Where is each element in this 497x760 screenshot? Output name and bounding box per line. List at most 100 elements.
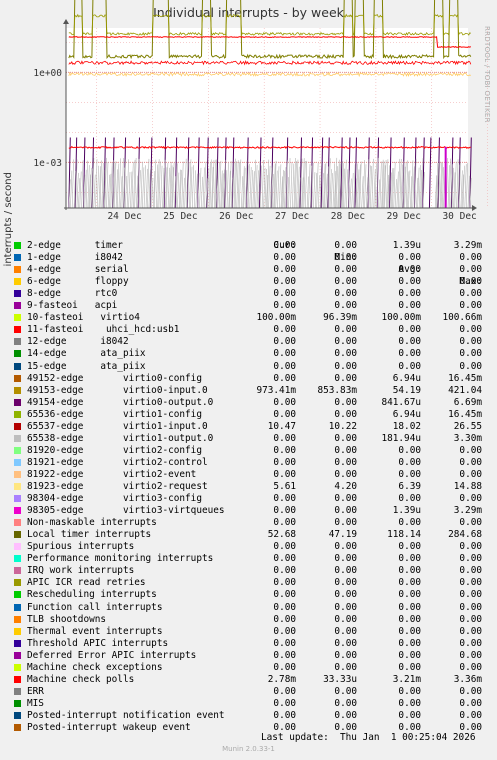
legend-max: 0.00 [459,649,482,661]
series-spike [232,162,235,209]
series-spike [179,169,182,209]
legend-max: 0.00 [459,252,482,264]
legend-min: 0.00 [334,697,357,709]
series-spike [392,168,395,209]
series-spike [107,174,110,209]
header-cur: Cur: [273,240,296,251]
series-spike [220,170,223,209]
series-spike [435,163,439,209]
series-spike [323,163,326,209]
series-spike [125,175,128,209]
legend-max: 0.00 [459,348,482,360]
legend-name: Machine check exceptions [27,661,163,673]
series-spike [148,169,151,209]
series-spike [282,170,285,209]
series-spike [358,164,361,209]
series-spike [234,161,237,209]
series-spike [258,161,261,209]
rrdtool-credit: RRDTOOL / TOBI OETIKER [483,26,491,123]
series-spike [143,165,146,209]
legend-avg: 0.00 [398,709,421,721]
series-spike [150,166,153,209]
series-spike [197,173,200,209]
legend-swatch [14,711,21,719]
legend-min: 0.00 [334,372,357,384]
legend-name: 65536-edge virtio1-config [27,408,202,420]
series-spike [316,162,319,209]
series-spike [84,169,87,209]
series-spike [359,161,362,209]
series-spike [271,165,274,209]
legend-swatch [14,519,21,527]
legend-name: Posted-interrupt wakeup event [27,722,191,733]
series-spike [464,164,467,209]
legend-max: 0.00 [459,697,482,709]
series-spike [223,159,226,209]
series-spike [319,161,322,209]
legend-swatch [14,278,21,286]
series-spike [230,177,233,209]
series-spike [378,179,381,209]
legend-cur: 0.00 [273,625,296,637]
series-spike [134,157,137,209]
legend-min: 0.00 [334,722,357,733]
series-spike [137,158,140,209]
series-spike [264,168,267,209]
series-spike [247,163,250,209]
series-spike [158,161,161,209]
legend-swatch [14,483,21,490]
legend-name: 4-edge serial [27,264,129,276]
legend-swatch [14,675,21,683]
legend-swatch [14,663,21,671]
legend-min: 0.00 [334,577,357,589]
series-spike [418,165,421,209]
series-spike [85,160,88,209]
legend-name: 65537-edge virtio1-input.0 [27,420,208,432]
series-spike [448,158,452,209]
x-tick-label: 28 Dec [331,211,365,222]
series-spike [165,167,168,209]
series-spike [170,165,173,209]
legend-name: Rescheduling interrupts [27,589,157,601]
legend-min: 0.00 [334,589,357,601]
legend-max: 16.45m [448,408,482,420]
legend-cur: 0.00 [273,396,296,408]
interrupts-chart: 1e+00 1e-03 24 Dec 25 Dec 26 Dec 27 Dec 28 Dec… [33,0,488,222]
legend-cur: 0.00 [273,589,296,601]
series-spike [362,159,365,209]
legend-min: 0.00 [334,360,357,372]
series-spike [328,158,331,209]
series-spike [469,177,472,209]
series-spike [321,173,324,209]
legend-name: 12-edge i8042 [27,336,129,348]
series-spike [400,164,403,209]
series-spike [191,165,195,209]
legend-min: 10.22 [328,420,357,432]
series-spike [236,160,239,209]
series-spike [434,175,437,209]
legend-name: ERR [27,685,44,697]
legend-avg: 6.39 [398,481,421,492]
series-spike [341,160,344,209]
legend-swatch [14,470,21,478]
legend-min: 0.00 [334,468,357,480]
legend-avg: 0.00 [398,589,421,601]
series-spike [153,170,156,209]
series-spike [95,159,98,209]
series-spike [414,158,417,209]
legend-avg: 0.00 [398,336,421,348]
legend-min: 0.00 [334,493,357,505]
legend-avg: 0.00 [398,649,421,661]
series-spike [341,163,345,209]
series-spike [101,162,104,209]
legend-cur: 10.47 [267,420,296,432]
legend-avg: 0.00 [398,252,421,264]
series-spike [325,173,328,209]
series-spike [355,178,358,209]
series-spike [440,163,443,209]
legend-min: 0.00 [334,264,357,276]
legend-min: 0.00 [334,408,357,420]
series-spike [163,159,166,209]
legend-min: 0.00 [334,553,357,565]
series-spike [147,158,150,209]
